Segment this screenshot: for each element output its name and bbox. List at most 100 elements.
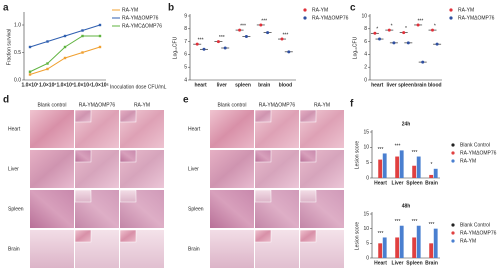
significance: ***: [429, 222, 435, 228]
significance: ***: [395, 219, 401, 225]
y-tick-label: 0.0: [14, 77, 21, 83]
significance: ***: [417, 18, 423, 24]
column-header: RA-YM: [314, 102, 330, 108]
significance: *: [431, 162, 433, 168]
histology-inset: [74, 229, 92, 243]
histology-image: [30, 150, 74, 188]
x-tick-label: blood: [428, 82, 442, 88]
row-label: Heart: [8, 126, 21, 132]
x-tick-label: heart: [194, 82, 207, 88]
histology-inset: [254, 109, 272, 123]
bar: [378, 243, 383, 258]
point: [216, 40, 220, 44]
histology-inset: [254, 229, 272, 243]
bar: [412, 165, 417, 178]
histology-image: [210, 190, 254, 228]
point: [416, 23, 420, 27]
significance: ***: [261, 18, 267, 24]
bar: [382, 237, 387, 258]
significance: ***: [395, 144, 401, 150]
point: [259, 23, 263, 27]
bar: [433, 228, 438, 258]
legend-swatch: [303, 16, 307, 20]
significance: ***: [378, 147, 384, 153]
x-tick-label: Spleen: [406, 260, 422, 266]
chart-title: 48h: [402, 203, 411, 209]
series-line: [29, 35, 100, 73]
point: [430, 28, 434, 32]
histology-image: [210, 230, 254, 268]
legend-label: RA-YMΔOMP76: [460, 230, 497, 236]
y-tick-label: 8: [364, 26, 367, 32]
histology-inset: [119, 149, 137, 163]
legend-label: RA-YMΔOMP76: [312, 15, 349, 21]
significance: ***: [412, 219, 418, 225]
y-tick-label: 4: [364, 52, 367, 58]
point: [81, 34, 84, 38]
point: [46, 67, 49, 71]
significance: *: [434, 23, 436, 29]
panel-letter: a: [3, 3, 9, 14]
point: [387, 28, 391, 32]
y-axis-label: Fraction survival: [6, 29, 12, 65]
panel-letter: c: [350, 3, 356, 14]
significance: ***: [219, 35, 225, 41]
point: [63, 34, 67, 38]
x-tick-label: Liver: [392, 180, 404, 186]
x-tick-label: heart: [371, 82, 384, 88]
point: [195, 42, 199, 46]
significance: *: [391, 23, 393, 29]
legend-swatch: [451, 159, 455, 163]
y-tick-label: 5: [366, 241, 369, 247]
point: [406, 41, 410, 45]
significance: ***: [282, 32, 288, 38]
y-tick-label: 4: [184, 77, 187, 83]
point: [46, 40, 49, 43]
legend-swatch: [451, 143, 455, 147]
legend-swatch: [449, 8, 453, 12]
bar: [416, 225, 421, 258]
point: [28, 70, 32, 73]
row-label: Spleen: [8, 206, 24, 212]
point: [421, 60, 425, 64]
row-label: Spleen: [188, 206, 204, 212]
histology-image: [30, 110, 74, 148]
x-tick-label: 1.0×10³: [56, 82, 73, 88]
x-tick-label: brain: [414, 82, 426, 88]
histology-inset: [299, 229, 317, 243]
histology-image: [210, 150, 254, 188]
row-label: Heart: [188, 126, 201, 132]
x-tick-label: 1.0×10⁴: [74, 82, 92, 88]
row-label: Liver: [8, 166, 19, 172]
x-tick-label: blood: [279, 82, 293, 88]
y-tick-label: 0: [366, 255, 369, 261]
point: [81, 29, 84, 32]
series-line: [29, 46, 101, 75]
x-tick-label: Heart: [374, 180, 387, 186]
column-header: RA-YM: [134, 102, 150, 108]
y-tick-label: 7: [184, 39, 187, 45]
legend-swatch: [451, 223, 455, 227]
y-tick-label: 6: [364, 39, 367, 45]
x-tick-label: liver: [217, 82, 227, 88]
x-axis-label: Inoculation dose CFU/mL: [110, 84, 167, 90]
row-label: Brain: [188, 246, 200, 252]
significance: *: [405, 26, 407, 32]
point: [378, 37, 382, 41]
y-tick-label: 8: [184, 26, 187, 32]
point: [98, 45, 102, 49]
legend-swatch: [451, 239, 455, 243]
y-tick-label: 9: [184, 13, 187, 19]
histology-inset: [299, 149, 317, 163]
y-axis-label: Lesion score: [354, 141, 360, 170]
histology-inset: [119, 109, 137, 123]
point: [244, 34, 248, 38]
significance: *: [376, 27, 378, 33]
histology-image: [30, 190, 74, 228]
y-axis-label: Log₁₀CFU: [172, 36, 178, 59]
histology-inset: [119, 189, 137, 203]
bar: [395, 156, 400, 178]
legend-label: RA-YMCΔOMP76: [122, 23, 162, 29]
point: [28, 73, 32, 76]
legend-label: RA-YM: [460, 158, 476, 164]
